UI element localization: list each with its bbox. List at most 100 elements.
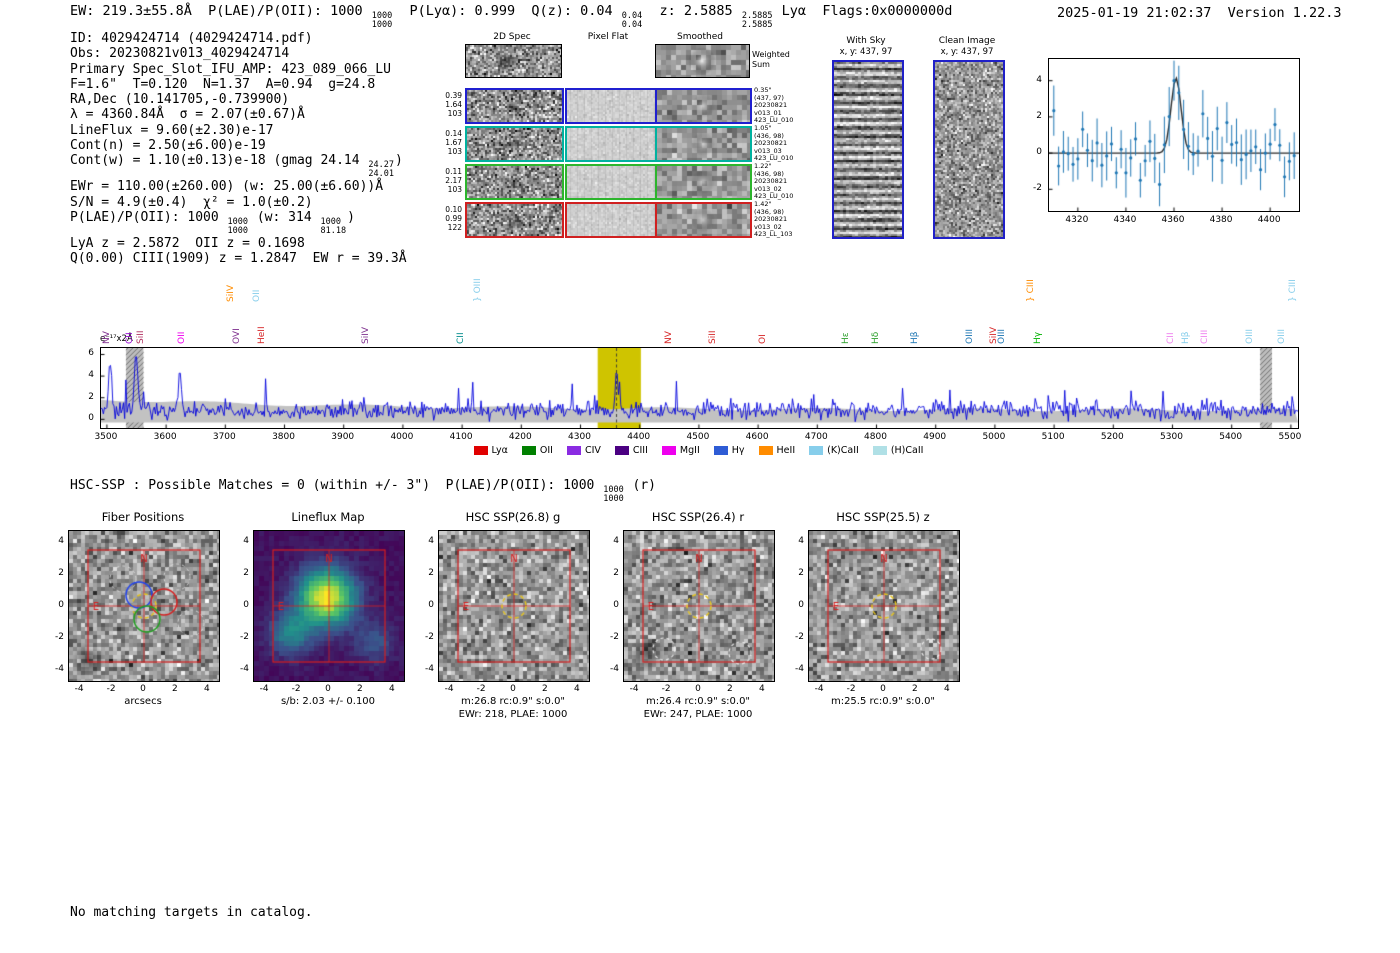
spectrum-y-tick-label: 4 — [88, 370, 94, 381]
fiber-row-2dspec-image — [465, 164, 564, 200]
text-segment: λ = 4360.84Å σ = 2.07(±0.67)Å — [70, 107, 305, 123]
emission-line-label: SiII — [707, 330, 718, 344]
cutout-y-tick-label: 0 — [798, 600, 804, 610]
spectrum-x-tick-label: 4000 — [390, 432, 414, 442]
legend-label: OII — [539, 445, 553, 456]
cutout-x-tick-label: 4 — [388, 684, 395, 694]
cutout-x-tick-label: -4 — [444, 684, 454, 694]
fiber-weight-value: 1.64 — [445, 100, 462, 109]
cutout-caption: m:25.5 rc:0.9" s:0.0" — [830, 696, 936, 707]
fiber-annotation-line: 1.05" — [754, 124, 772, 132]
spectrum-x-tick-label: 5200 — [1100, 432, 1124, 442]
text-segment: ) — [395, 153, 403, 169]
fiber-annotation-line: v013_02 — [754, 184, 782, 193]
fiber-annotation-line: v013_01 — [754, 108, 782, 117]
legend-item: CIV — [566, 445, 601, 456]
cutout-x-tick-label: -4 — [629, 684, 639, 694]
emission-line-label: CII — [1166, 332, 1177, 344]
spectrum-x-tick-label: 4200 — [508, 432, 532, 442]
main-spectrum-plot — [101, 348, 1298, 428]
cutout-x-tick-label: 4 — [943, 684, 950, 694]
emission-line-label: Hβ — [909, 331, 920, 344]
spectrum-x-tick-label: 3700 — [212, 432, 236, 442]
fiber-weight-value: 0.11 — [445, 167, 462, 176]
text-segment: F=1.6" T=0.120 N=1.37 A=0.94 g=24.8 — [70, 76, 376, 92]
cutout-caption: EWr: 247, PLAE: 1000 — [643, 709, 753, 720]
cutout-image — [439, 531, 589, 681]
cutout-x-tick-label: 4 — [573, 684, 580, 694]
cutout-x-tick-label: 2 — [542, 684, 548, 694]
zoom-y-tick-label: 2 — [1036, 110, 1042, 121]
fiber-row-2dspec-image — [465, 126, 564, 162]
fraction-top: 2.5885 — [741, 11, 773, 21]
cutout-y-tick-label: 0 — [428, 600, 434, 610]
emission-line-label: CII — [456, 332, 467, 344]
cutout-caption: s/b: 2.03 +/- 0.100 — [280, 696, 376, 707]
cutout-title: Lineflux Map — [291, 510, 365, 524]
cutout-y-tick-label: -4 — [55, 663, 64, 674]
fiber-annotation-line: 423_LU_010 — [754, 154, 794, 163]
cutout-y-tick-label: -2 — [55, 631, 64, 642]
legend-swatch — [661, 446, 676, 455]
fiber-weight-value: 0.39 — [445, 91, 462, 100]
text-segment: LyA z = 2.5872 OII z = 0.1698 — [70, 235, 305, 251]
emission-line-label: Hδ — [870, 331, 881, 344]
cutout-caption: arcsecs — [124, 696, 162, 707]
cutout-x-tick-label: -4 — [259, 684, 269, 694]
cutout-y-tick-label: -2 — [795, 631, 804, 642]
fraction-bottom: 1000 — [371, 19, 393, 30]
text-segment: EWr = 110.00(±260.00) (w: 25.00(±6.60))Å — [70, 179, 384, 195]
fiber-annotation-line: 423_LU_010 — [754, 192, 794, 201]
emission-line-label: SiII — [136, 330, 147, 344]
emission-line-label: SiIV — [361, 326, 372, 344]
stacked-fraction: 1000 1000 — [371, 12, 393, 30]
spec2d-col-header-2dspec: 2D Spec — [493, 32, 531, 42]
emission-line-label: CIII — [1200, 329, 1211, 344]
info-line: EWr = 110.00(±260.00) (w: 25.00(±6.60))Å — [70, 179, 407, 194]
legend-label: CIII — [632, 445, 648, 456]
spectrum-x-tick-label: 4600 — [745, 432, 769, 442]
cutout-y-tick-label: -4 — [240, 663, 249, 674]
cutout-image-frame — [68, 530, 220, 682]
fiber-annotation-line: 1.22" — [754, 162, 772, 170]
info-line: Primary Spec_Slot_IFU_AMP: 423_089_066_L… — [70, 62, 407, 77]
cutout-title: HSC SSP(26.8) g — [465, 510, 561, 524]
legend-swatch — [872, 446, 887, 455]
cutout-caption: EWr: 218, PLAE: 1000 — [458, 709, 568, 720]
spec2d-col-header-pixelflat: Pixel Flat — [587, 32, 629, 42]
fiber-row-smoothed-image — [655, 164, 752, 200]
text-segment: (r) — [624, 478, 657, 493]
info-line: Obs: 20230821v013_4029424714 — [70, 46, 407, 61]
cutout-y-tick-label: 0 — [613, 600, 619, 610]
fiber-row-annotations: 0.35" (437, 97) 20230821 v013_01 423_LU_010 — [754, 86, 810, 125]
cutout-y-tick-label: 4 — [613, 536, 619, 547]
cutout-y-tick-label: -4 — [425, 663, 434, 674]
fiber-row-smoothed-image — [655, 126, 752, 162]
cutout-y-tick-label: 4 — [243, 536, 249, 547]
fiber-row-weights: 0.10 0.99 122 — [438, 205, 462, 232]
cutout-image-frame — [253, 530, 405, 682]
zoom-spectrum-plot — [1049, 59, 1299, 211]
cutout-title: HSC SSP(25.5) z — [836, 510, 930, 524]
fiber-row-2dspec-image — [465, 202, 564, 238]
spectrum-x-tick-label: 4100 — [449, 432, 473, 442]
info-line: F=1.6" T=0.120 N=1.37 A=0.94 g=24.8 — [70, 77, 407, 92]
text-segment: P(LAE)/P(OII): 1000 — [70, 209, 227, 225]
cutout-y-tick-label: 2 — [428, 568, 434, 579]
text-segment: z: 2.5885 — [643, 3, 741, 19]
fiber-weight-value: 0.14 — [445, 129, 462, 138]
cutout-y-tick-label: -2 — [610, 631, 619, 642]
cutout-x-tick-label: -2 — [476, 684, 486, 694]
legend-swatch — [521, 446, 536, 455]
cutout-image — [69, 531, 219, 681]
fiber-annotation-line: 423_LU_010 — [754, 116, 794, 125]
text-segment: ) — [347, 209, 355, 225]
cutout-x-tick-label: 4 — [758, 684, 765, 694]
spectrum-y-tick-label: 6 — [88, 348, 94, 359]
emission-line-label: OIII — [965, 328, 976, 344]
cutout-y-tick-label: 4 — [58, 536, 64, 547]
cutout-image-frame — [438, 530, 590, 682]
cutout-x-tick-label: 0 — [140, 684, 146, 694]
fiber-annotation-line: 1.42" — [754, 200, 772, 208]
